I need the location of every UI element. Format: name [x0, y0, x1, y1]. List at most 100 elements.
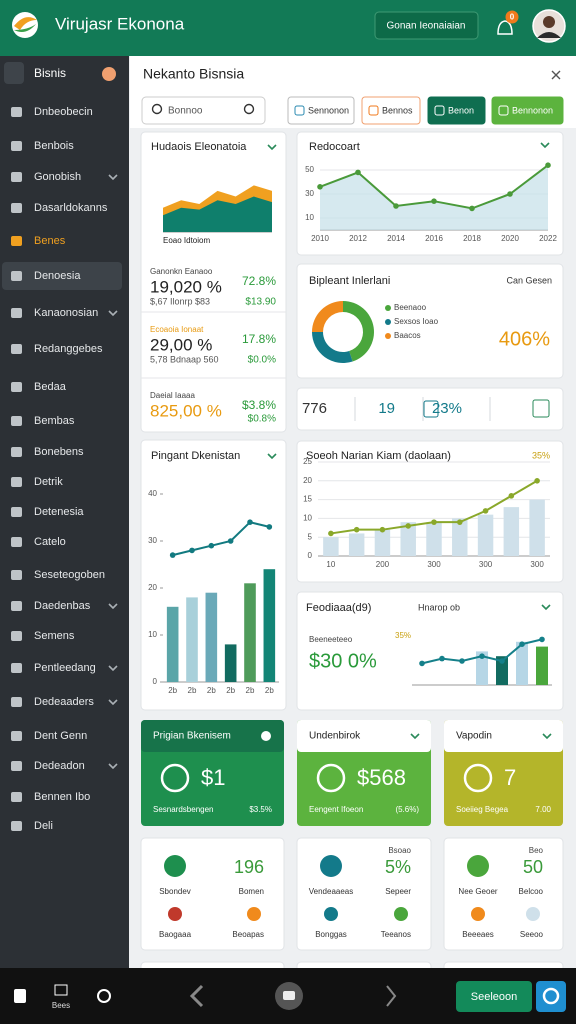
chevron[interactable] [540, 142, 550, 149]
nav-icon[interactable] [97, 989, 111, 1003]
sidebar-item[interactable]: Bennen Ibo [34, 791, 90, 803]
sidebar-item[interactable]: Catelo [34, 536, 66, 548]
sidebar-item[interactable]: Seseteogoben [34, 569, 105, 581]
tab[interactable] [287, 96, 355, 125]
tab-label[interactable]: Benon [448, 105, 474, 115]
sidebar-item[interactable]: Dedeadon [34, 760, 85, 772]
line-point [208, 542, 215, 549]
tab-label[interactable]: Sennonon [308, 105, 349, 115]
close-button[interactable] [551, 70, 561, 80]
stat-sub-value: $0.8% [248, 414, 276, 425]
header-button[interactable] [374, 11, 479, 40]
tab-label[interactable]: Bennonon [512, 105, 553, 115]
action-button[interactable] [456, 981, 532, 1012]
x-tick-label: 2010 [311, 234, 329, 243]
chevron[interactable] [267, 453, 277, 460]
chart-title: Feodiaaa(d9) [306, 602, 371, 614]
search-box[interactable] [141, 96, 266, 125]
sidebar-item[interactable]: Bedaa [34, 381, 67, 393]
line-point [482, 508, 489, 514]
stat-change: 17.8% [242, 332, 276, 346]
line-point [247, 519, 253, 525]
search-icon [151, 103, 163, 115]
chart-title: Pingant Dkenistan [151, 450, 240, 462]
sidebar-icon [11, 761, 22, 771]
x-tick-label: 300 [530, 560, 544, 569]
home-icon [283, 991, 295, 1000]
sidebar-item[interactable]: Redanggebes [34, 343, 103, 355]
back-button[interactable] [189, 984, 204, 1008]
legend-label: Sexsos Ioao [394, 317, 439, 326]
sidebar-item[interactable]: Detrik [34, 476, 63, 488]
tab[interactable] [427, 96, 486, 125]
line-point [169, 552, 176, 558]
sidebar-item[interactable]: Kanaonosian [34, 307, 98, 319]
sidebar-item[interactable]: Deli [34, 820, 53, 832]
bar [348, 533, 365, 556]
kpi-card-value: $568 [357, 765, 406, 790]
bar [536, 646, 548, 685]
stat-value: 19,020 % [150, 277, 222, 296]
small-card-icon [467, 855, 489, 877]
sidebar-item[interactable]: Detenesia [34, 506, 84, 518]
action-button-label[interactable]: Seeleoon [471, 991, 518, 1003]
sidebar-item[interactable]: Dent Genn [34, 730, 87, 742]
sidebar-item[interactable]: Bembas [34, 415, 75, 427]
chevron[interactable] [267, 144, 277, 151]
line-point [459, 658, 465, 664]
kpi-icon [463, 763, 493, 793]
tab-label[interactable]: Bennos [382, 105, 413, 115]
chevron[interactable] [410, 733, 420, 740]
line-point [431, 519, 437, 525]
tab-icon [294, 105, 305, 116]
sidebar-item[interactable]: Bonebens [34, 446, 84, 458]
tab[interactable] [491, 96, 564, 125]
nav-label[interactable]: Bees [52, 1001, 70, 1010]
sidebar-item[interactable]: Semens [34, 630, 75, 642]
chevron[interactable] [108, 603, 118, 610]
chevron[interactable] [108, 763, 118, 770]
chevron[interactable] [541, 604, 551, 611]
chevron[interactable] [108, 310, 118, 317]
small-card-caption: Sbondev [159, 887, 191, 896]
sidebar-item[interactable]: Daedenbas [34, 600, 91, 612]
kpi-card-header [141, 720, 284, 752]
nav-icon[interactable] [14, 989, 26, 1003]
small-card-icon [471, 907, 485, 921]
chevron[interactable] [108, 665, 118, 672]
bar [476, 651, 488, 685]
sidebar-item[interactable]: Gonobish [34, 171, 81, 183]
bar [452, 518, 468, 556]
sidebar-icon [11, 172, 22, 182]
bar [477, 514, 494, 556]
sidebar-item[interactable]: Benes [34, 235, 66, 247]
small-card-caption: Teeanos [381, 930, 411, 939]
legend-label: Beenaoo [394, 303, 427, 312]
assist-button[interactable] [536, 981, 566, 1012]
x-tick-label: 2b [168, 686, 177, 695]
kpi-toggle[interactable] [261, 731, 271, 741]
chart-title: Redocoart [309, 141, 360, 153]
line-point [405, 523, 412, 529]
stat-label: Ecoaoia Ionaat [150, 325, 204, 334]
header-button-label[interactable]: Gonan Ieonaiaian [387, 21, 466, 32]
sidebar-item[interactable]: Benbois [34, 140, 74, 152]
sidebar-icon [11, 601, 22, 611]
sidebar-item[interactable]: Pentleedang [34, 662, 96, 674]
sidebar-item[interactable]: Dnbeobecin [34, 106, 93, 118]
chevron[interactable] [542, 733, 552, 740]
chevron[interactable] [108, 699, 118, 706]
line-point [499, 658, 505, 664]
tab[interactable] [361, 96, 421, 125]
bell-icon[interactable] [497, 20, 513, 35]
sidebar-item[interactable]: Dedeaaders [34, 696, 94, 708]
forward-button[interactable] [386, 985, 397, 1007]
sidebar-item[interactable]: Dasarldokanns [34, 202, 108, 214]
sidebar-item[interactable]: Denoesia [34, 270, 81, 282]
bar [529, 499, 545, 556]
chevron[interactable] [108, 174, 118, 181]
nav-icon[interactable] [54, 984, 68, 996]
sidebar-icon [11, 697, 22, 707]
y-tick-label: 10 [148, 630, 157, 639]
line-point [545, 162, 551, 168]
